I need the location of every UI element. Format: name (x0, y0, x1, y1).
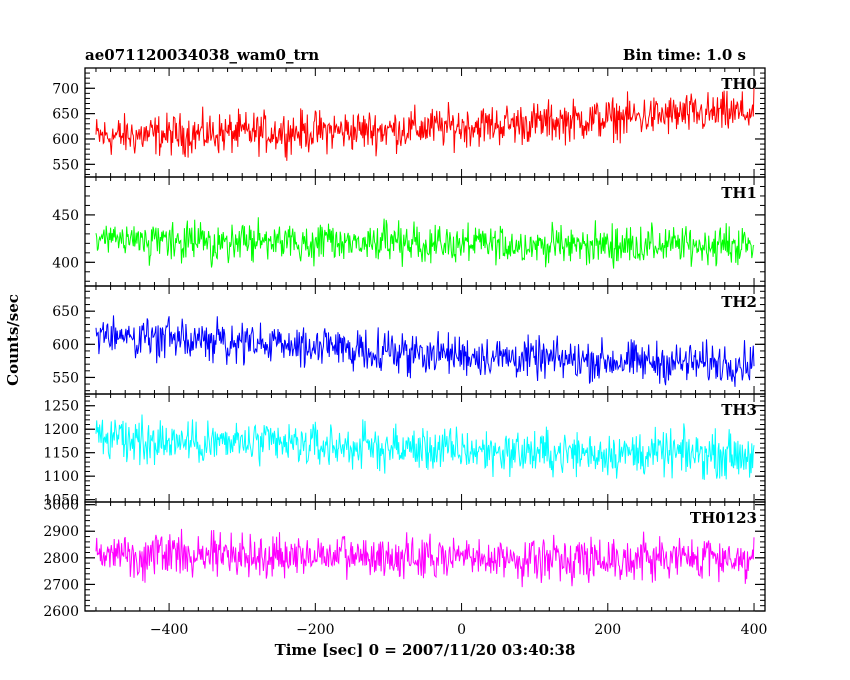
panel-label-th0123: TH0123 (690, 509, 757, 527)
panel-label-th0: TH0 (721, 75, 757, 93)
x-axis-label: Time [sec] 0 = 2007/11/20 03:40:38 (275, 641, 576, 659)
panels-group: 550 600 650 700 TH0 400 450 TH1 550 600 650 TH2 1050… (43, 67, 768, 638)
y-axis-label: Counts/sec (4, 294, 22, 386)
y-tick-label: 2700 (43, 577, 79, 593)
y-tick-label: 650 (52, 107, 79, 123)
panel-label-th1: TH1 (721, 184, 757, 202)
x-tick-label: 200 (594, 622, 621, 638)
y-tick-label: 1250 (43, 399, 79, 415)
chart-title-left: ae071120034038_wam0_trn (85, 46, 319, 64)
series-line-th2 (95, 315, 755, 387)
y-tick-label: 1100 (43, 469, 79, 485)
chart-title-right: Bin time: 1.0 s (623, 46, 746, 64)
y-tick-label: 600 (52, 337, 79, 353)
y-tick-label: 450 (52, 208, 79, 224)
x-tick-label: 400 (741, 622, 768, 638)
y-tick-label: 550 (52, 370, 79, 386)
y-tick-label: 550 (52, 157, 79, 173)
y-tick-label: 2900 (43, 524, 79, 540)
y-tick-label: 600 (52, 132, 79, 148)
y-tick-label: 3000 (43, 498, 79, 514)
y-tick-label: 2600 (43, 604, 79, 620)
panel-frame-th0123 (84, 501, 766, 612)
x-tick-label: −200 (296, 622, 334, 638)
y-tick-label: 650 (52, 304, 79, 320)
series-line-th1 (95, 217, 755, 269)
x-tick-label: 0 (457, 622, 466, 638)
y-tick-label: 1150 (43, 446, 79, 462)
y-tick-label: 400 (52, 255, 79, 271)
y-tick-label: 2800 (43, 551, 79, 567)
series-line-th0123 (95, 528, 755, 588)
series-line-th3 (95, 414, 755, 480)
y-tick-label: 1200 (43, 422, 79, 438)
x-tick-label: −400 (150, 622, 188, 638)
y-tick-label: 1050 (43, 493, 79, 509)
panel-label-th2: TH2 (721, 293, 757, 311)
series-line-th0 (95, 87, 755, 161)
panel-label-th3: TH3 (721, 401, 757, 419)
y-tick-label: 700 (52, 81, 79, 97)
